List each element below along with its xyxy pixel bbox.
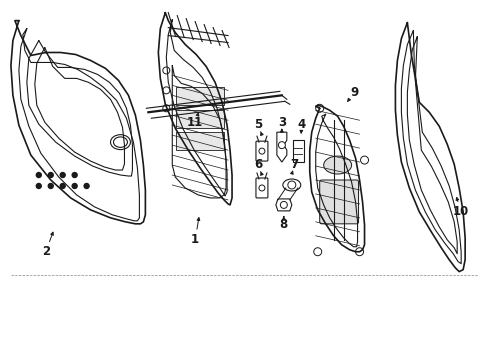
Circle shape xyxy=(313,248,321,256)
Text: 2: 2 xyxy=(41,245,50,258)
Circle shape xyxy=(48,172,53,177)
Text: 10: 10 xyxy=(452,205,468,219)
Circle shape xyxy=(163,67,169,74)
Circle shape xyxy=(315,104,323,112)
Polygon shape xyxy=(275,199,291,211)
Circle shape xyxy=(36,172,41,177)
Circle shape xyxy=(163,87,169,94)
FancyBboxPatch shape xyxy=(255,141,267,161)
Text: 7: 7 xyxy=(290,158,298,171)
Text: 3: 3 xyxy=(277,116,285,129)
Circle shape xyxy=(278,141,285,149)
Circle shape xyxy=(48,184,53,189)
Circle shape xyxy=(287,181,295,189)
Text: 5: 5 xyxy=(253,118,262,131)
Text: 9: 9 xyxy=(350,86,358,99)
Circle shape xyxy=(72,172,77,177)
FancyBboxPatch shape xyxy=(319,180,358,224)
Text: 11: 11 xyxy=(187,116,203,129)
Circle shape xyxy=(36,184,41,189)
Text: 8: 8 xyxy=(279,218,287,231)
FancyBboxPatch shape xyxy=(255,178,267,198)
Polygon shape xyxy=(276,132,286,162)
FancyBboxPatch shape xyxy=(176,87,224,105)
Text: 4: 4 xyxy=(297,118,305,131)
FancyBboxPatch shape xyxy=(176,132,224,150)
Circle shape xyxy=(60,172,65,177)
Circle shape xyxy=(355,248,363,256)
Text: 6: 6 xyxy=(253,158,262,171)
FancyBboxPatch shape xyxy=(292,140,303,162)
Ellipse shape xyxy=(323,156,351,174)
Circle shape xyxy=(72,184,77,189)
Circle shape xyxy=(259,185,264,191)
Ellipse shape xyxy=(110,135,130,150)
Circle shape xyxy=(259,148,264,154)
Ellipse shape xyxy=(113,137,127,147)
Circle shape xyxy=(360,156,368,164)
FancyBboxPatch shape xyxy=(176,110,224,128)
Ellipse shape xyxy=(282,179,300,191)
Circle shape xyxy=(163,105,169,112)
Circle shape xyxy=(60,184,65,189)
Circle shape xyxy=(84,184,89,189)
Circle shape xyxy=(280,201,287,208)
Text: 1: 1 xyxy=(191,233,199,246)
